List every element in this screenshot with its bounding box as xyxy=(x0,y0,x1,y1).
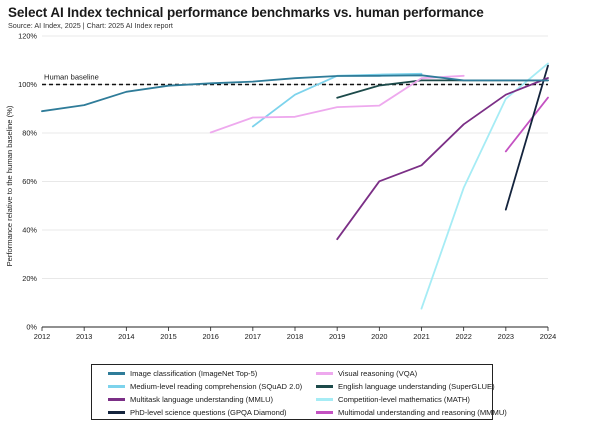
x-tick-label: 2013 xyxy=(76,332,92,341)
chart-source: Source: AI Index, 2025 | Chart: 2025 AI … xyxy=(8,21,173,30)
legend-swatch xyxy=(316,385,333,388)
legend-label: Multimodal understanding and reasoning (… xyxy=(338,408,507,417)
y-tick-label: 100% xyxy=(18,80,37,89)
x-tick-label: 2022 xyxy=(455,332,471,341)
y-tick-label: 120% xyxy=(18,32,37,41)
legend-swatch xyxy=(108,398,125,401)
legend-item: Competition-level mathematics (MATH) xyxy=(316,394,470,405)
legend-swatch xyxy=(108,372,125,375)
chart-title: Select AI Index technical performance be… xyxy=(8,5,484,20)
legend-label: Medium-level reading comprehension (SQuA… xyxy=(130,382,303,391)
human-baseline-label: Human baseline xyxy=(44,73,99,82)
y-tick-label: 80% xyxy=(22,129,37,138)
x-tick-label: 2015 xyxy=(160,332,176,341)
legend-item: Medium-level reading comprehension (SQuA… xyxy=(108,381,302,392)
legend-label: English language understanding (SuperGLU… xyxy=(338,382,495,391)
legend-swatch xyxy=(316,411,333,414)
legend-item: English language understanding (SuperGLU… xyxy=(316,381,495,392)
series-line xyxy=(504,96,549,153)
series-line xyxy=(504,64,549,211)
legend-item: Multitask language understanding (MMLU) xyxy=(108,394,273,405)
legend-label: Competition-level mathematics (MATH) xyxy=(338,395,470,404)
x-tick-label: 2020 xyxy=(371,332,387,341)
x-tick-label: 2023 xyxy=(498,332,514,341)
x-tick-label: 2017 xyxy=(245,332,261,341)
series-line xyxy=(209,74,465,134)
legend-label: Multitask language understanding (MMLU) xyxy=(130,395,274,404)
y-tick-label: 60% xyxy=(22,177,37,186)
y-tick-label: 0% xyxy=(26,323,37,332)
x-tick-label: 2012 xyxy=(34,332,50,341)
x-tick-label: 2021 xyxy=(413,332,429,341)
x-tick-label: 2024 xyxy=(540,332,556,341)
series-line xyxy=(420,62,549,310)
y-tick-label: 40% xyxy=(22,226,37,235)
y-axis-label: Performance relative to the human baseli… xyxy=(5,105,14,266)
legend-item: PhD-level science questions (GPQA Diamon… xyxy=(108,407,287,418)
legend-item: Multimodal understanding and reasoning (… xyxy=(316,407,507,418)
legend-swatch xyxy=(316,398,333,401)
legend-item: Image classification (ImageNet Top-5) xyxy=(108,368,257,379)
x-tick-label: 2018 xyxy=(287,332,303,341)
x-tick-label: 2016 xyxy=(202,332,218,341)
legend-swatch xyxy=(108,385,125,388)
legend-swatch xyxy=(108,411,125,414)
x-tick-label: 2014 xyxy=(118,332,134,341)
series-line xyxy=(336,77,549,241)
legend-swatch xyxy=(316,372,333,375)
series-line xyxy=(41,74,549,113)
legend-item: Visual reasoning (VQA) xyxy=(316,368,417,379)
legend-label: Visual reasoning (VQA) xyxy=(338,369,418,378)
legend-label: PhD-level science questions (GPQA Diamon… xyxy=(130,408,287,417)
y-tick-label: 20% xyxy=(22,274,37,283)
chart-legend: Image classification (ImageNet Top-5) Vis… xyxy=(91,364,507,420)
series-line xyxy=(251,72,423,128)
x-tick-label: 2019 xyxy=(329,332,345,341)
legend-label: Image classification (ImageNet Top-5) xyxy=(130,369,258,378)
